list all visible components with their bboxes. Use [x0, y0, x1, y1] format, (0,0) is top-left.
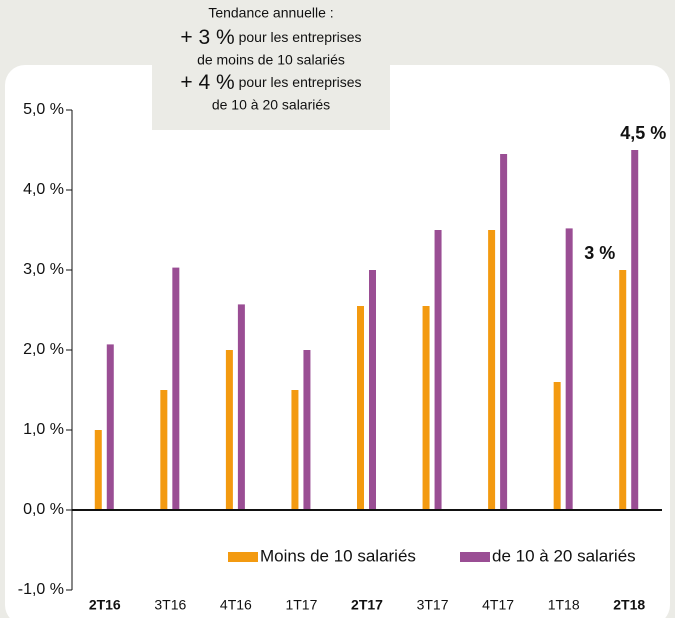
legend-label: de 10 à 20 salariés [492, 546, 636, 565]
x-tick-label: 3T16 [154, 597, 186, 613]
bar [303, 350, 311, 510]
bar [631, 150, 639, 510]
legend-swatch [460, 552, 490, 562]
y-tick-label: 2,0 % [23, 341, 64, 358]
annotation-text: de moins de 10 salariés [197, 52, 345, 68]
bar [488, 230, 496, 510]
x-tick-label: 4T16 [220, 597, 252, 613]
legend-label: Moins de 10 salariés [260, 546, 416, 565]
annotation-figure: + 3 % [180, 26, 234, 49]
bar [106, 344, 114, 510]
bar [357, 306, 364, 510]
annotation-line: + 4 % pour les entreprises [180, 71, 361, 94]
bar [565, 228, 573, 510]
annotation-text: pour les entreprises [235, 74, 362, 90]
annotation-title: Tendance annuelle : [208, 5, 333, 21]
bar [237, 304, 245, 510]
annotation-box [152, 0, 390, 130]
bar [225, 350, 233, 510]
y-tick-label: 5,0 % [23, 101, 64, 118]
x-tick-label: 2T16 [89, 597, 121, 613]
x-tick-label: 3T17 [417, 597, 449, 613]
x-tick-label: 2T17 [351, 597, 383, 613]
annotation-line: + 3 % pour les entreprises [180, 26, 361, 49]
x-tick-label: 2T18 [613, 597, 645, 613]
x-tick-label: 1T18 [548, 597, 580, 613]
bar [291, 390, 299, 510]
bar [369, 270, 376, 510]
bar [500, 154, 508, 510]
annotation-figure: + 4 % [180, 71, 234, 94]
y-tick-label: 3,0 % [23, 261, 64, 278]
bar [172, 267, 180, 510]
y-tick-label: -1,0 % [18, 581, 64, 598]
bar [434, 230, 442, 510]
bar [94, 430, 102, 510]
y-tick-label: 1,0 % [23, 421, 64, 438]
x-tick-label: 4T17 [482, 597, 514, 613]
y-tick-label: 0,0 % [23, 501, 64, 518]
annotation-text: pour les entreprises [235, 29, 362, 45]
bar [619, 270, 627, 510]
annotation-text: de 10 à 20 salariés [212, 97, 330, 113]
data-label: 3 % [584, 243, 615, 263]
bar [160, 390, 168, 510]
bar [422, 306, 430, 510]
bar [553, 382, 561, 510]
data-label: 4,5 % [620, 123, 666, 143]
legend-swatch [228, 552, 258, 562]
y-tick-label: 4,0 % [23, 181, 64, 198]
x-tick-label: 1T17 [285, 597, 317, 613]
